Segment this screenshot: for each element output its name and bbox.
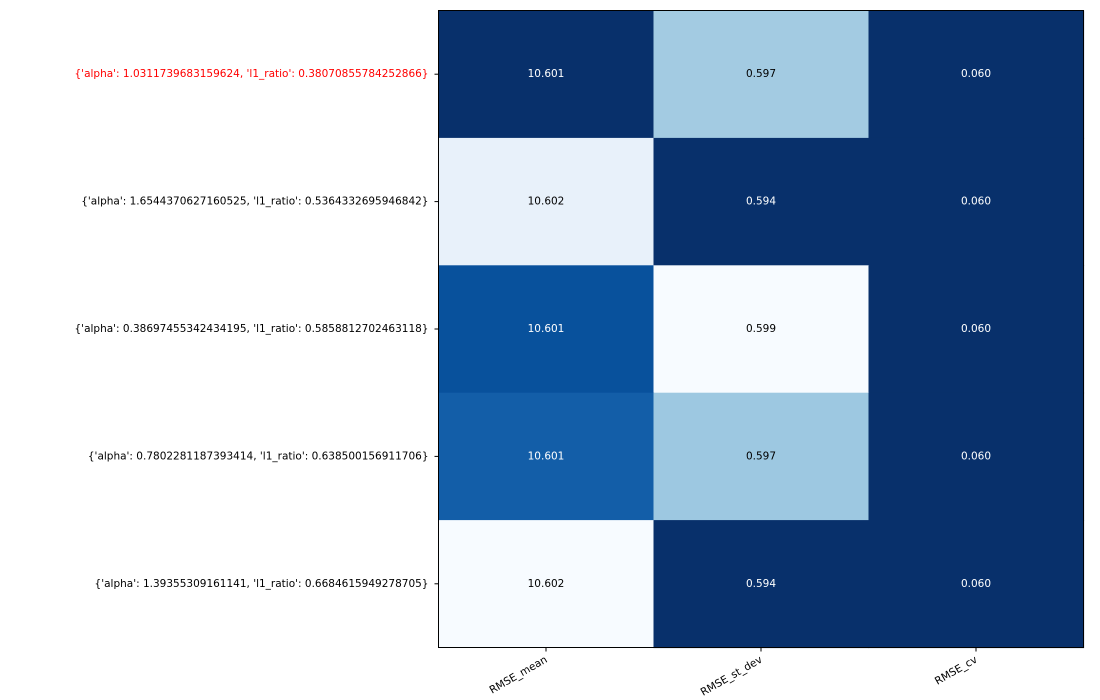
row-label: {'alpha': 1.39355309161141, 'l1_ratio': …: [95, 578, 429, 590]
cell-value-label: 10.601: [528, 323, 565, 335]
heatmap-cell: [868, 10, 1085, 139]
column-labels: RMSE_mean RMSE_st_dev RMSE_cv: [487, 654, 979, 699]
heatmap-cell: [653, 10, 870, 139]
heatmap-cell: [438, 392, 655, 521]
cell-value-label: 0.594: [746, 196, 776, 208]
heatmap-cell: [868, 137, 1085, 266]
heatmap-cell: [653, 265, 870, 394]
cell-value-label: 10.601: [528, 68, 565, 80]
heatmap-cell: [438, 265, 655, 394]
heatmap-cell: [868, 265, 1085, 394]
heatmap-cell: [438, 10, 655, 139]
heatmap-cell: [438, 520, 655, 649]
heatmap-cell: [868, 520, 1085, 649]
heatmap-cell: [438, 137, 655, 266]
row-label: {'alpha': 1.0311739683159624, 'l1_ratio'…: [75, 68, 429, 80]
row-label: {'alpha': 1.6544370627160525, 'l1_ratio'…: [81, 196, 428, 208]
row-label: {'alpha': 0.38697455342434195, 'l1_ratio…: [75, 323, 429, 335]
heatmap-cell: [653, 137, 870, 266]
cell-value-label: 0.597: [746, 450, 776, 462]
cell-value-label: 0.599: [746, 323, 776, 335]
heatmap-cell: [653, 392, 870, 521]
column-label: RMSE_cv: [933, 654, 980, 688]
column-label: RMSE_st_dev: [699, 654, 765, 699]
heatmap-cell: [868, 392, 1085, 521]
cell-value-label: 0.060: [961, 323, 991, 335]
cell-value-label: 0.060: [961, 68, 991, 80]
cell-value-label: 10.602: [528, 196, 565, 208]
cell-value-label: 0.060: [961, 196, 991, 208]
cell-value-label: 0.060: [961, 450, 991, 462]
cell-value-label: 0.060: [961, 578, 991, 590]
cell-value-label: 0.597: [746, 68, 776, 80]
cell-value-label: 10.602: [528, 578, 565, 590]
row-labels: {'alpha': 1.0311739683159624, 'l1_ratio'…: [75, 68, 429, 590]
cell-value-label: 10.601: [528, 450, 565, 462]
heatmap-cells: 10.601 0.597 0.060 10.602 0.594 0.060 10.601 0.…: [438, 10, 1085, 649]
heatmap-cell: [653, 520, 870, 649]
row-label: {'alpha': 0.7802281187393414, 'l1_ratio'…: [88, 450, 429, 462]
axis-ticks: [434, 73, 977, 652]
cell-value-label: 0.594: [746, 578, 776, 590]
column-label: RMSE_mean: [487, 654, 549, 697]
